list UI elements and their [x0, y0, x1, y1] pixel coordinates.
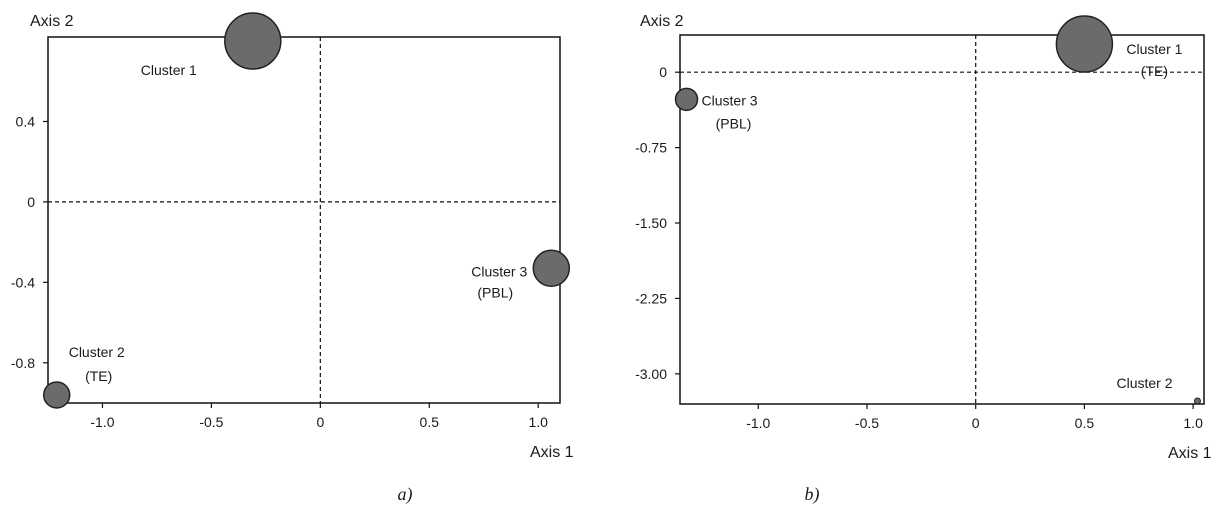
cluster-label: Cluster 2 [1116, 375, 1172, 391]
cluster-label: Cluster 2 [69, 344, 125, 360]
x-tick-label: 1.0 [1183, 415, 1203, 431]
x-tick-label: -0.5 [855, 415, 879, 431]
x-tick-label: -1.0 [746, 415, 770, 431]
cluster-label: Cluster 3 [471, 263, 527, 279]
x-tick-label: -1.0 [90, 414, 114, 430]
y-tick-label: 0.4 [16, 113, 36, 129]
cluster-point [674, 87, 699, 112]
cluster-point [1193, 397, 1201, 405]
y-axis-title: Axis 2 [640, 13, 684, 30]
plot-frame [679, 34, 1205, 405]
cluster-point [532, 249, 571, 288]
plot-frame [47, 36, 561, 404]
y-tick-label: -0.8 [11, 355, 35, 371]
x-tick-label: 0.5 [420, 414, 440, 430]
cluster-label: Cluster 1 [1126, 41, 1182, 57]
chart-panel-a: -1.0 -0.5 0 0.5 1.0 -0.8 -0.4 0 0.4 Axis 2 Axis 1 C… [11, 12, 574, 505]
x-tick-label: -0.5 [199, 414, 223, 430]
cluster-label: Cluster 3 [702, 92, 758, 108]
y-tick-label: -2.25 [635, 290, 667, 306]
panel-caption: b) [805, 484, 820, 505]
cluster-label: Cluster 1 [141, 62, 197, 78]
y-tick-label: -1.50 [635, 215, 667, 231]
cluster-sublabel: (PBL) [477, 284, 513, 300]
x-axis-title: Axis 1 [1168, 445, 1212, 462]
y-tick-label: -0.75 [635, 140, 667, 156]
x-tick-label: 1.0 [528, 414, 548, 430]
chart-panel-b: -1.0 -0.5 0 0.5 1.0 0 -0.75 -1.50 -2.25 -3.00 Axis… [635, 13, 1212, 505]
cluster-point [224, 12, 282, 70]
cluster-sublabel: (TE) [1141, 63, 1168, 79]
y-tick-label: -3.00 [635, 366, 667, 382]
y-tick-label: 0 [27, 194, 35, 210]
cluster-point [1055, 15, 1114, 73]
x-tick-label: 0.5 [1075, 415, 1095, 431]
y-tick-label: 0 [659, 64, 667, 80]
y-tick-label: -0.4 [11, 274, 35, 290]
x-axis-title: Axis 1 [530, 444, 574, 461]
x-tick-label: 0 [972, 415, 980, 431]
cluster-sublabel: (TE) [85, 368, 112, 384]
cluster-sublabel: (PBL) [716, 115, 752, 131]
panel-caption: a) [398, 484, 413, 505]
y-axis-title: Axis 2 [30, 13, 74, 30]
x-tick-label: 0 [316, 414, 324, 430]
cluster-point [42, 381, 71, 409]
